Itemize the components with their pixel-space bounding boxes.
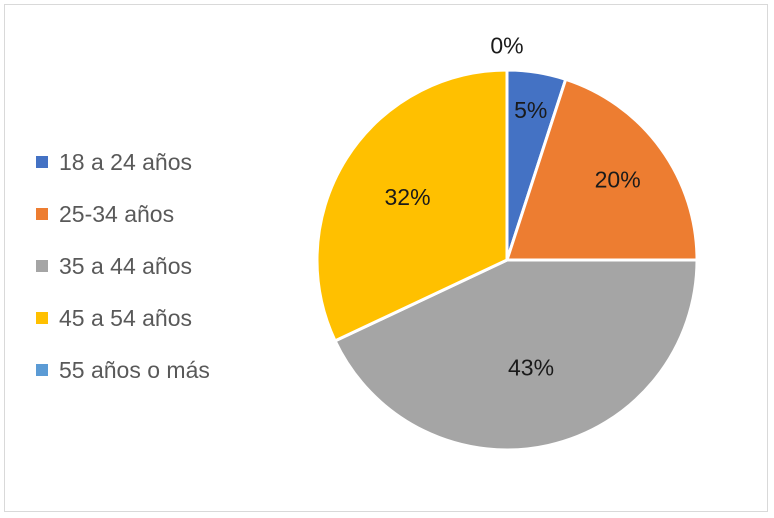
legend-label: 25-34 años (59, 200, 175, 227)
legend-item-3: 35 a 44 años (36, 240, 210, 292)
legend-item-1: 18 a 24 años (36, 136, 210, 188)
data-label-4: 32% (385, 184, 431, 210)
legend-swatch (36, 312, 48, 324)
legend-label: 45 a 54 años (59, 304, 193, 331)
legend-swatch (36, 208, 48, 220)
data-label-3: 43% (508, 355, 554, 381)
chart-legend: 18 a 24 años 25-34 años 35 a 44 años 45 a 5… (36, 136, 210, 396)
data-label-2: 20% (595, 167, 641, 193)
legend-label: 35 a 44 años (59, 252, 193, 279)
legend-swatch (36, 260, 48, 272)
pie-data-labels: 5% 20% 43% 32% 0% (385, 32, 641, 380)
data-label-5: 0% (490, 32, 523, 58)
legend-swatch (36, 156, 48, 168)
legend-label: 55 años o más (59, 356, 210, 383)
pie-slice-2 (505, 77, 699, 262)
pie-slice-4 (315, 68, 509, 343)
data-label-1: 5% (514, 97, 547, 123)
legend-item-2: 25-34 años (36, 188, 210, 240)
legend-label: 18 a 24 años (59, 148, 193, 175)
legend-swatch (36, 364, 48, 376)
pie-slices (315, 68, 699, 452)
legend-item-5: 55 años o más (36, 344, 210, 396)
pie-slice-3 (333, 258, 699, 452)
legend-item-4: 45 a 54 años (36, 292, 210, 344)
